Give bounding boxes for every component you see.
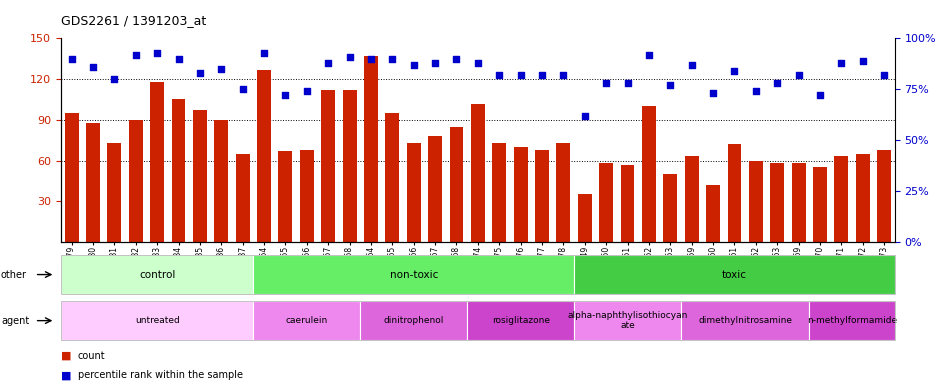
Bar — [812, 167, 826, 242]
Bar — [236, 154, 249, 242]
Point — [534, 72, 548, 78]
Point — [705, 90, 720, 96]
Point — [555, 72, 570, 78]
Point — [256, 50, 271, 56]
Point — [64, 56, 79, 62]
Text: control: control — [139, 270, 175, 280]
Bar — [471, 104, 484, 242]
Point — [150, 50, 165, 56]
Bar — [791, 163, 805, 242]
Text: ■: ■ — [61, 351, 71, 361]
Text: caerulein: caerulein — [285, 316, 328, 325]
Text: toxic: toxic — [722, 270, 746, 280]
Point — [790, 72, 805, 78]
Bar — [385, 113, 399, 242]
Bar — [491, 143, 505, 242]
Bar — [599, 163, 612, 242]
Bar — [406, 143, 420, 242]
Point — [491, 72, 506, 78]
Point — [855, 58, 870, 64]
Text: non-toxic: non-toxic — [389, 270, 437, 280]
Bar — [256, 70, 271, 242]
Bar — [748, 161, 762, 242]
Bar — [663, 174, 677, 242]
Text: other: other — [1, 270, 27, 280]
Bar — [214, 120, 228, 242]
Point — [235, 86, 250, 92]
Point — [513, 72, 528, 78]
Bar — [556, 143, 570, 242]
Bar — [86, 122, 100, 242]
Text: percentile rank within the sample: percentile rank within the sample — [78, 370, 242, 380]
Point — [128, 51, 143, 58]
Point — [833, 60, 848, 66]
Bar — [128, 120, 142, 242]
Bar — [684, 156, 698, 242]
Text: rosiglitazone: rosiglitazone — [491, 316, 549, 325]
Bar — [876, 150, 890, 242]
Bar — [150, 82, 164, 242]
Point — [662, 82, 677, 88]
Point — [192, 70, 207, 76]
Bar — [278, 151, 292, 242]
Bar — [620, 165, 634, 242]
Point — [171, 56, 186, 62]
Point — [406, 62, 421, 68]
Bar — [108, 143, 121, 242]
Bar — [193, 110, 207, 242]
Bar — [578, 194, 592, 242]
Point — [812, 92, 826, 98]
Point — [448, 56, 463, 62]
Bar — [449, 127, 463, 242]
Bar — [641, 106, 655, 242]
Bar — [706, 185, 719, 242]
Point — [363, 56, 378, 62]
Text: dinitrophenol: dinitrophenol — [383, 316, 444, 325]
Bar — [171, 99, 185, 242]
Point — [470, 60, 485, 66]
Point — [620, 80, 635, 86]
Point — [278, 92, 293, 98]
Bar — [726, 144, 740, 242]
Point — [107, 76, 122, 82]
Point — [768, 80, 783, 86]
Bar — [513, 147, 527, 242]
Bar — [769, 163, 783, 242]
Bar — [343, 90, 356, 242]
Point — [385, 56, 400, 62]
Point — [726, 68, 741, 74]
Text: GDS2261 / 1391203_at: GDS2261 / 1391203_at — [61, 14, 206, 27]
Bar — [834, 156, 847, 242]
Point — [748, 88, 763, 94]
Point — [577, 113, 592, 119]
Point — [427, 60, 442, 66]
Text: alpha-naphthylisothiocyan
ate: alpha-naphthylisothiocyan ate — [567, 311, 687, 330]
Text: ■: ■ — [61, 370, 71, 380]
Point — [299, 88, 314, 94]
Text: count: count — [78, 351, 105, 361]
Point — [85, 64, 100, 70]
Point — [876, 72, 891, 78]
Bar — [855, 154, 869, 242]
Point — [641, 51, 656, 58]
Text: n-methylformamide: n-methylformamide — [806, 316, 896, 325]
Text: untreated: untreated — [135, 316, 180, 325]
Text: dimethylnitrosamine: dimethylnitrosamine — [697, 316, 791, 325]
Point — [213, 66, 228, 72]
Bar — [65, 113, 79, 242]
Point — [598, 80, 613, 86]
Bar — [300, 150, 314, 242]
Bar — [363, 56, 377, 242]
Bar — [534, 150, 548, 242]
Point — [683, 62, 698, 68]
Bar — [428, 136, 442, 242]
Point — [342, 54, 357, 60]
Text: agent: agent — [1, 316, 29, 326]
Bar — [321, 90, 335, 242]
Point — [320, 60, 335, 66]
